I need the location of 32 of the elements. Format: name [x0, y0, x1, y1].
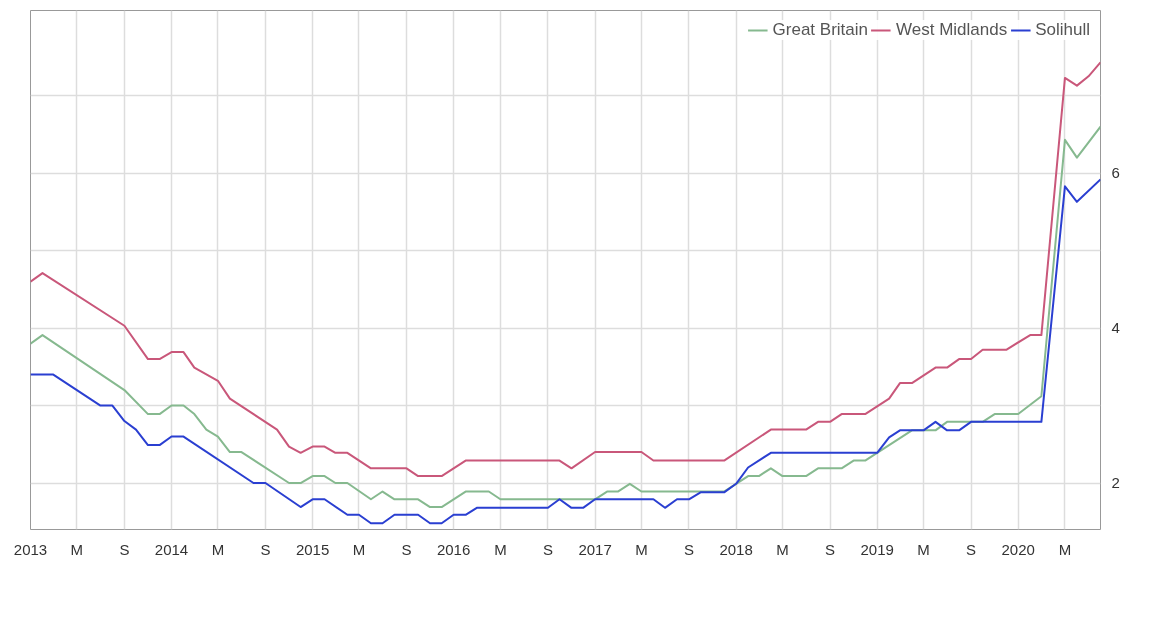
x-tick-label: M: [635, 540, 648, 558]
x-tick-label: 2018: [719, 540, 753, 558]
x-tick-label: S: [260, 540, 271, 558]
x-tick-label: S: [966, 540, 977, 558]
legend-label: Solihull: [1035, 20, 1090, 40]
legend-label: West Midlands: [896, 20, 1008, 40]
x-tick-label: S: [401, 540, 412, 558]
y-tick-label: 2: [1111, 474, 1120, 492]
x-tick-label: 2016: [436, 540, 471, 558]
x-tick-label: S: [825, 540, 836, 558]
line-series: [30, 125, 1101, 509]
x-tick-label: M: [70, 540, 84, 558]
x-tick-label: 2019: [860, 540, 894, 558]
x-tick-label: M: [494, 540, 507, 558]
x-tick-label: 2013: [13, 540, 48, 558]
y-tick-label: 4: [1111, 319, 1120, 337]
x-tick-label: M: [1058, 540, 1072, 558]
x-tick-label: M: [776, 540, 789, 558]
x-tick-label: 2017: [578, 540, 612, 558]
x-tick-label: S: [119, 540, 130, 558]
x-tick-label: M: [211, 540, 225, 558]
x-tick-label: 2020: [1001, 540, 1035, 558]
x-tick-label: S: [542, 540, 553, 558]
x-tick-label: M: [352, 540, 366, 558]
legend-label: Great Britain: [772, 20, 868, 40]
line-series: [30, 61, 1101, 478]
line-series: [30, 178, 1101, 525]
y-tick-label: 6: [1111, 164, 1120, 182]
x-tick-label: 2014: [154, 540, 189, 558]
x-tick-label: S: [683, 540, 694, 558]
x-tick-label: 2015: [295, 540, 330, 558]
x-tick-label: M: [917, 540, 930, 558]
